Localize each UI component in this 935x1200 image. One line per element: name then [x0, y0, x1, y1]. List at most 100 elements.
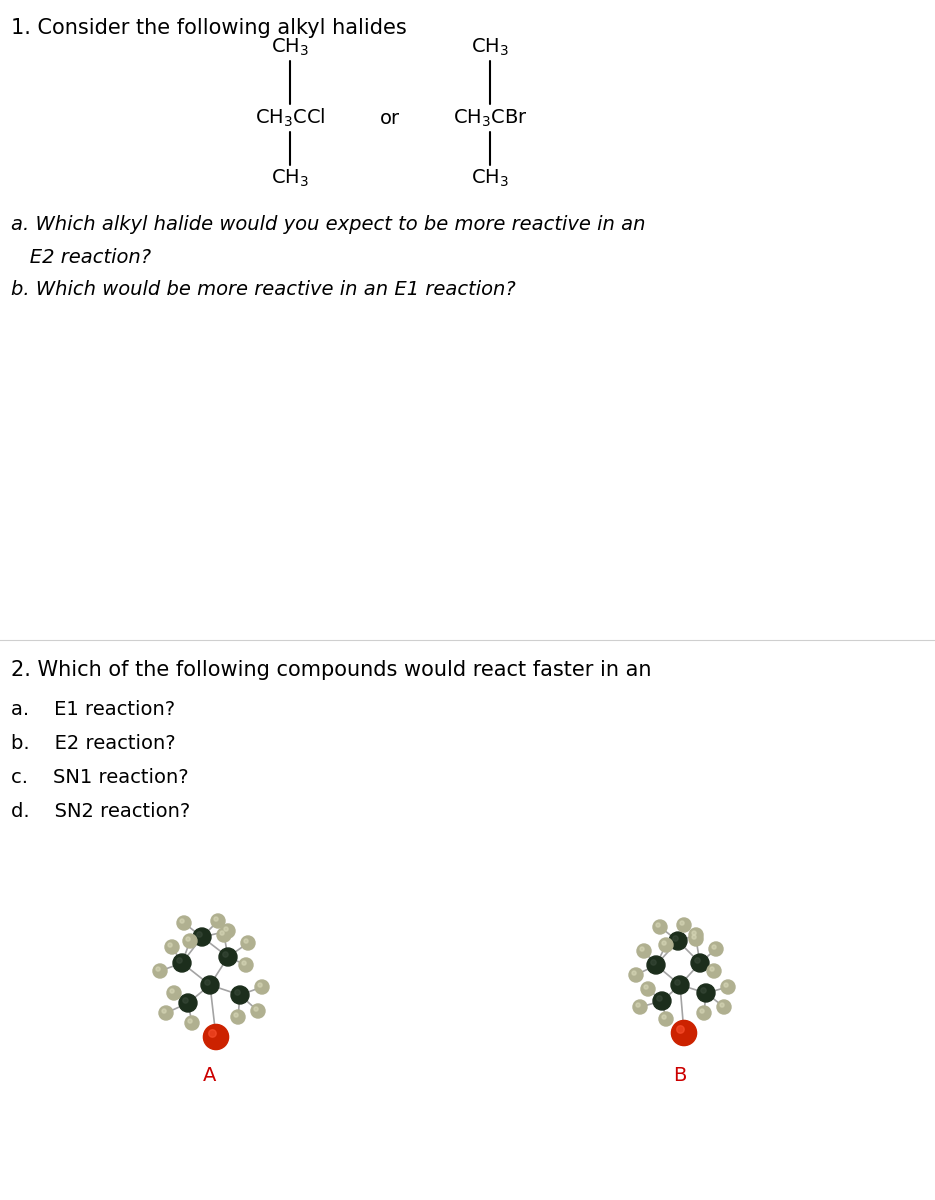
Circle shape	[186, 937, 190, 941]
Text: a.    E1 reaction?: a. E1 reaction?	[11, 700, 175, 719]
Circle shape	[255, 980, 269, 994]
Circle shape	[231, 1010, 245, 1024]
Circle shape	[669, 932, 687, 950]
Circle shape	[219, 948, 237, 966]
Circle shape	[217, 928, 231, 942]
Circle shape	[692, 935, 697, 940]
Circle shape	[633, 1000, 647, 1014]
Circle shape	[709, 942, 723, 956]
Circle shape	[710, 967, 714, 971]
Circle shape	[258, 983, 262, 988]
Circle shape	[671, 1020, 697, 1045]
Text: d.    SN2 reaction?: d. SN2 reaction?	[11, 802, 190, 821]
Circle shape	[656, 996, 662, 1001]
Circle shape	[691, 954, 709, 972]
Circle shape	[211, 914, 225, 928]
Circle shape	[168, 943, 172, 947]
Circle shape	[641, 982, 655, 996]
Circle shape	[632, 971, 636, 976]
Circle shape	[209, 1030, 216, 1037]
Circle shape	[244, 938, 248, 943]
Text: $\mathregular{CH_3}$: $\mathregular{CH_3}$	[471, 168, 509, 190]
Circle shape	[640, 947, 644, 952]
Text: $\mathregular{CH_3}$: $\mathregular{CH_3}$	[271, 37, 309, 58]
Circle shape	[239, 958, 253, 972]
Text: $\mathregular{CH_3}$CCl: $\mathregular{CH_3}$CCl	[254, 107, 325, 130]
Text: B: B	[673, 1066, 686, 1085]
Text: $\mathregular{CH_3}$: $\mathregular{CH_3}$	[471, 37, 509, 58]
Circle shape	[692, 931, 697, 935]
Circle shape	[707, 964, 721, 978]
Text: $\mathregular{CH_3}$: $\mathregular{CH_3}$	[271, 168, 309, 190]
Text: 1. Consider the following alkyl halides: 1. Consider the following alkyl halides	[11, 18, 407, 38]
Circle shape	[162, 1009, 166, 1013]
Circle shape	[724, 983, 728, 988]
Circle shape	[662, 1015, 666, 1019]
Circle shape	[188, 1019, 192, 1024]
Circle shape	[234, 1013, 238, 1018]
Circle shape	[697, 1006, 711, 1020]
Circle shape	[165, 940, 179, 954]
Text: b. Which would be more reactive in an E1 reaction?: b. Which would be more reactive in an E1…	[11, 280, 516, 299]
Circle shape	[241, 936, 255, 950]
Circle shape	[637, 944, 651, 958]
Circle shape	[689, 928, 703, 942]
Circle shape	[235, 990, 240, 995]
Circle shape	[231, 986, 249, 1004]
Circle shape	[180, 919, 184, 923]
Circle shape	[156, 967, 160, 971]
Circle shape	[173, 954, 191, 972]
Circle shape	[177, 958, 182, 964]
Circle shape	[644, 985, 648, 989]
Text: 2. Which of the following compounds would react faster in an: 2. Which of the following compounds woul…	[11, 660, 652, 680]
Circle shape	[201, 976, 219, 994]
Circle shape	[697, 984, 715, 1002]
Circle shape	[662, 941, 666, 946]
Circle shape	[179, 994, 197, 1012]
Circle shape	[673, 936, 678, 941]
Circle shape	[177, 916, 191, 930]
Circle shape	[700, 988, 706, 994]
Circle shape	[689, 932, 703, 946]
Text: c.    SN1 reaction?: c. SN1 reaction?	[11, 768, 189, 787]
Circle shape	[656, 923, 660, 928]
Text: a. Which alkyl halide would you expect to be more reactive in an: a. Which alkyl halide would you expect t…	[11, 215, 645, 234]
Circle shape	[677, 918, 691, 932]
Circle shape	[185, 1016, 199, 1030]
Circle shape	[204, 1025, 228, 1050]
Text: b.    E2 reaction?: b. E2 reaction?	[11, 734, 176, 754]
Circle shape	[167, 986, 181, 1000]
Circle shape	[712, 944, 716, 949]
Circle shape	[193, 928, 211, 946]
Circle shape	[653, 920, 667, 934]
Circle shape	[675, 979, 680, 985]
Text: A: A	[203, 1066, 217, 1085]
Text: E2 reaction?: E2 reaction?	[11, 248, 151, 266]
Circle shape	[223, 926, 228, 931]
Circle shape	[659, 938, 673, 952]
Text: $\mathregular{CH_3}$CBr: $\mathregular{CH_3}$CBr	[453, 107, 527, 128]
Text: or: or	[380, 108, 400, 127]
Circle shape	[251, 1004, 265, 1018]
Circle shape	[196, 931, 202, 937]
Circle shape	[153, 964, 167, 978]
Circle shape	[182, 997, 188, 1003]
Circle shape	[205, 979, 210, 985]
Circle shape	[653, 992, 671, 1010]
Circle shape	[717, 1000, 731, 1014]
Circle shape	[220, 931, 224, 935]
Circle shape	[721, 980, 735, 994]
Circle shape	[695, 958, 700, 964]
Circle shape	[214, 917, 218, 922]
Circle shape	[170, 989, 174, 994]
Circle shape	[221, 924, 235, 938]
Circle shape	[254, 1007, 258, 1012]
Circle shape	[680, 920, 684, 925]
Circle shape	[659, 1012, 673, 1026]
Circle shape	[159, 1006, 173, 1020]
Circle shape	[677, 1026, 684, 1033]
Circle shape	[183, 934, 197, 948]
Circle shape	[651, 960, 656, 965]
Circle shape	[671, 976, 689, 994]
Circle shape	[223, 952, 228, 958]
